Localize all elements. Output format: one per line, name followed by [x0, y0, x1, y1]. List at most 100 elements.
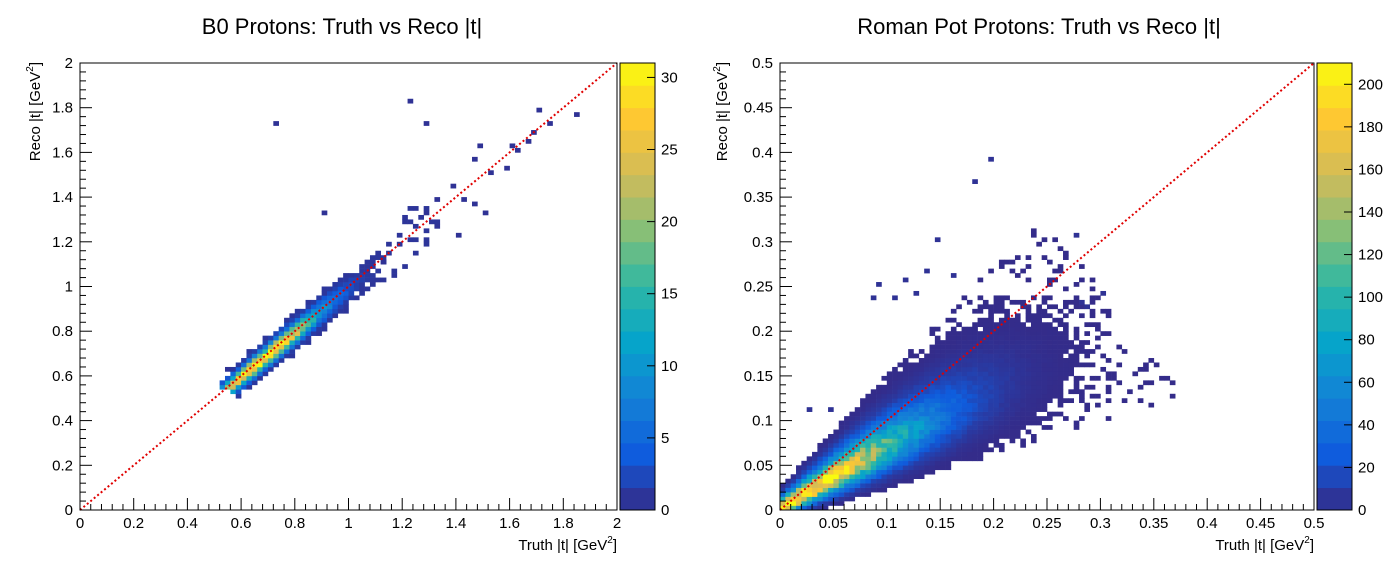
x-axis-title: Truth |t| [GeV2]	[1215, 535, 1314, 554]
heatmap-cell	[790, 483, 797, 488]
heatmap-cell	[929, 411, 936, 417]
heatmap-cell	[876, 393, 882, 399]
heatmap-cell	[950, 425, 957, 430]
heatmap-cell	[1057, 353, 1064, 359]
heatmap-cell	[1030, 434, 1037, 439]
heatmap-cell	[246, 349, 253, 354]
heatmap-cell	[1014, 273, 1021, 278]
color-bar-segment	[620, 308, 655, 332]
heatmap-cell	[908, 434, 914, 439]
heatmap-cell	[849, 425, 856, 430]
heatmap-cell	[1079, 313, 1085, 319]
heatmap-cell	[1030, 322, 1037, 328]
color-bar-segment	[620, 107, 655, 131]
heatmap-cell	[284, 349, 290, 354]
heatmap-cell	[1030, 228, 1037, 234]
heatmap-cell	[945, 384, 952, 390]
heatmap-cell	[1036, 358, 1042, 363]
heatmap-cell	[278, 353, 285, 359]
heatmap-cell	[934, 384, 941, 390]
color-bar-tick-label: 20	[1358, 459, 1375, 476]
heatmap-cell	[961, 451, 968, 457]
heatmap-cell	[289, 317, 296, 323]
heatmap-cell	[913, 447, 920, 453]
heatmap-cell	[1025, 420, 1032, 426]
heatmap-cell	[913, 451, 920, 457]
heatmap-cell	[945, 442, 952, 448]
heatmap-cell	[998, 416, 1005, 421]
heatmap-cell	[876, 425, 882, 430]
heatmap-cell	[1004, 375, 1010, 381]
heatmap-cell	[796, 483, 802, 488]
heatmap-cell	[886, 425, 893, 430]
outlier-cell	[924, 268, 930, 274]
heatmap-cell	[961, 420, 968, 426]
heatmap-cell	[988, 313, 994, 319]
heatmap-cell	[1068, 308, 1074, 314]
heatmap-cell	[972, 335, 978, 341]
heatmap-cell	[1084, 384, 1091, 390]
heatmap-cell	[966, 425, 973, 430]
heatmap-cell	[870, 393, 877, 399]
heatmap-cell	[806, 474, 813, 480]
heatmap-cell	[1153, 362, 1160, 368]
heatmap-cell	[407, 237, 414, 243]
heatmap-cell	[1036, 384, 1042, 390]
x-tick-label: 0.25	[1032, 515, 1061, 532]
heatmap-cell	[897, 411, 904, 417]
heatmap-cell	[1105, 384, 1112, 390]
heatmap-cell	[865, 434, 872, 439]
heatmap-cell	[870, 478, 877, 484]
heatmap-cell	[998, 358, 1005, 363]
heatmap-cell	[977, 420, 984, 426]
heatmap-cell	[998, 434, 1005, 439]
heatmap-cell	[1025, 326, 1032, 332]
heatmap-cell	[364, 277, 371, 283]
heatmap-cell	[305, 322, 312, 328]
heatmap-cell	[956, 411, 962, 417]
heatmap-cell	[950, 429, 957, 435]
x-tick-label: 0.15	[926, 515, 955, 532]
heatmap-cell	[998, 304, 1005, 310]
heatmap-cell	[1020, 322, 1026, 328]
heatmap-cell	[1063, 362, 1069, 368]
heatmap-cell	[892, 398, 898, 404]
color-bar-tick-label: 120	[1358, 247, 1383, 264]
heatmap-cell	[1036, 362, 1042, 368]
x-tick-label: 2	[613, 515, 621, 532]
heatmap-cell	[1052, 304, 1058, 310]
heatmap-cell	[876, 407, 882, 412]
heatmap-cell	[822, 478, 829, 484]
heatmap-cell	[988, 326, 994, 332]
heatmap-cell	[918, 407, 925, 412]
heatmap-cell	[838, 465, 845, 471]
heatmap-cell	[977, 371, 984, 377]
heatmap-cell	[327, 290, 333, 296]
heatmap-cell	[998, 407, 1005, 412]
heatmap-cell	[1025, 393, 1032, 399]
heatmap-cell	[870, 442, 877, 448]
heatmap-cell	[929, 447, 936, 453]
heatmap-cell	[348, 273, 355, 278]
heatmap-cell	[897, 398, 904, 404]
heatmap-cell	[886, 451, 893, 457]
heatmap-cell	[924, 447, 930, 453]
heatmap-cell	[273, 331, 279, 336]
heatmap-cell	[359, 277, 365, 283]
heatmap-cell	[1047, 362, 1053, 368]
heatmap-cell	[337, 277, 344, 283]
heatmap-cell	[1137, 398, 1144, 404]
heatmap-cell	[908, 438, 914, 444]
heatmap-cell	[860, 398, 866, 404]
heatmap-cell	[1041, 349, 1048, 354]
heatmap-cell	[929, 326, 936, 332]
heatmap-cell	[950, 393, 957, 399]
y-tick-label: 0	[65, 502, 73, 519]
heatmap-cell	[1089, 322, 1096, 328]
heatmap-cell	[918, 371, 925, 377]
heatmap-cell	[913, 425, 920, 430]
heatmap-cell	[1036, 371, 1042, 377]
heatmap-cell	[817, 456, 824, 462]
heatmap-cell	[1014, 366, 1021, 372]
heatmap-cell	[838, 483, 845, 488]
